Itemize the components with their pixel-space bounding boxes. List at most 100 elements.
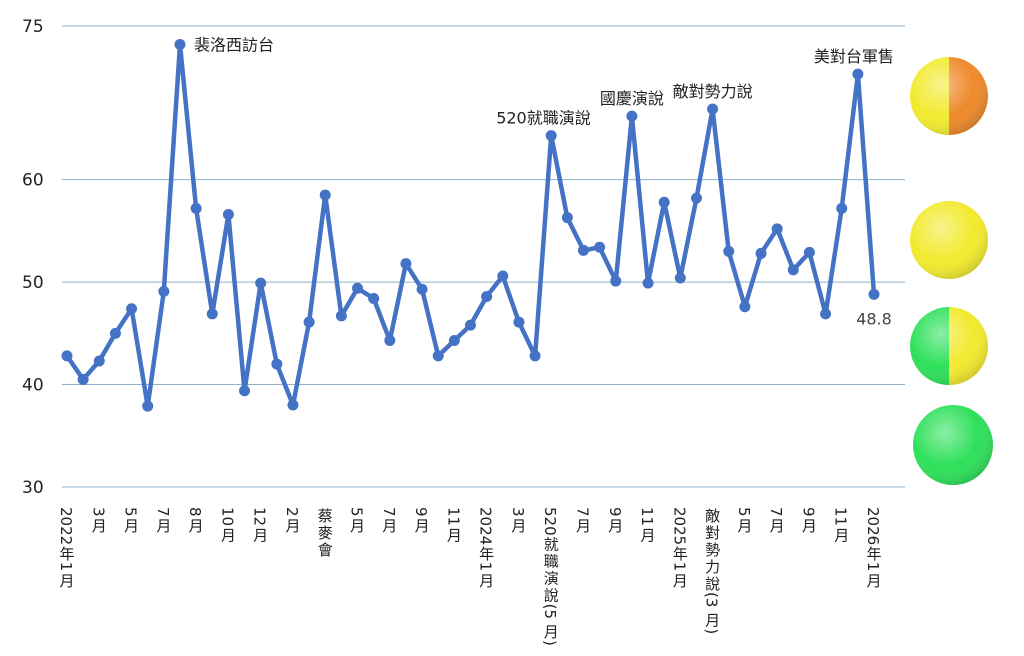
- data-point: [335, 310, 347, 322]
- data-point: [271, 358, 283, 370]
- x-tick-label: 5月: [122, 507, 140, 535]
- data-point: [158, 285, 170, 297]
- svg-text:7: 7: [380, 507, 398, 517]
- svg-text:年: 年: [866, 545, 881, 563]
- data-point: [594, 241, 606, 253]
- x-tick-label: 12月: [251, 507, 269, 544]
- status-circles: [910, 57, 993, 485]
- svg-text:說: 說: [544, 587, 559, 605]
- data-point: [255, 277, 267, 289]
- svg-text:月: 月: [802, 517, 817, 535]
- x-tick-label: 蔡麥會: [318, 507, 333, 559]
- data-point: [577, 244, 589, 256]
- series-points: [61, 38, 880, 412]
- data-point: [707, 103, 719, 115]
- svg-text:1: 1: [57, 562, 75, 572]
- svg-text:月: 月: [415, 517, 430, 535]
- svg-text:月: 月: [124, 517, 139, 535]
- x-tick-label: 9月: [606, 507, 624, 535]
- svg-text:(3: (3: [703, 592, 721, 607]
- svg-text:月: 月: [350, 517, 365, 535]
- x-tick-label: 5月: [348, 507, 366, 535]
- svg-text:11: 11: [638, 507, 656, 526]
- svg-text:月: 月: [511, 517, 526, 535]
- svg-text:2022: 2022: [57, 507, 75, 545]
- x-tick-label: 7月: [154, 507, 172, 535]
- series-line: [64, 42, 877, 409]
- data-point: [416, 283, 428, 295]
- y-tick-label: 50: [22, 273, 44, 293]
- x-tick-label: 9月: [412, 507, 430, 535]
- svg-text:月: 月: [447, 526, 462, 544]
- series-polyline: [64, 42, 877, 409]
- svg-text:5: 5: [122, 507, 140, 517]
- svg-text:月: 月: [221, 526, 236, 544]
- svg-text:敵: 敵: [705, 507, 720, 525]
- svg-text:蔡: 蔡: [318, 507, 333, 525]
- data-point: [174, 38, 186, 50]
- x-tick-label: 11月: [444, 507, 462, 544]
- status-circle-green-yellow: [910, 307, 988, 385]
- x-tick-label: 520就職演說(5 月): [541, 507, 559, 646]
- svg-text:5: 5: [735, 507, 753, 517]
- svg-text:11: 11: [832, 507, 850, 526]
- x-tick-label: 敵對勢力說(3 月): [703, 507, 721, 634]
- svg-text:11: 11: [444, 507, 462, 526]
- data-point: [303, 316, 315, 328]
- data-point: [803, 246, 815, 258]
- svg-text:月: 月: [59, 572, 74, 590]
- x-tick-label: 7月: [380, 507, 398, 535]
- svg-text:): ): [703, 628, 721, 634]
- annotation-label: 520就職演說: [496, 109, 591, 128]
- y-tick-label: 30: [22, 478, 44, 498]
- data-point: [352, 282, 364, 294]
- data-point: [287, 399, 299, 411]
- svg-text:2: 2: [283, 507, 301, 517]
- data-point: [771, 223, 783, 235]
- svg-text:月: 月: [866, 572, 881, 590]
- x-tick-label: 10月: [218, 507, 236, 544]
- svg-text:12: 12: [251, 507, 269, 526]
- svg-text:2025: 2025: [670, 507, 688, 545]
- svg-text:月: 月: [189, 517, 204, 535]
- x-tick-label: 3月: [89, 507, 107, 535]
- svg-text:10: 10: [218, 507, 236, 526]
- data-point: [626, 110, 638, 122]
- svg-text:月: 月: [285, 517, 300, 535]
- data-point: [852, 68, 864, 80]
- svg-text:月: 月: [382, 517, 397, 535]
- x-tick-label: 11月: [832, 507, 850, 544]
- svg-text:勢: 勢: [705, 541, 720, 559]
- data-point: [368, 293, 380, 305]
- status-circle-yellow: [910, 201, 988, 279]
- data-point: [448, 335, 460, 347]
- data-point: [400, 258, 412, 270]
- data-point: [868, 288, 880, 300]
- data-point: [545, 130, 557, 142]
- svg-text:月: 月: [576, 517, 591, 535]
- status-circle-yellow-orange: [910, 57, 988, 135]
- y-tick-label: 75: [22, 17, 44, 37]
- y-axis-ticks: 30 40 50 60 75: [22, 17, 44, 498]
- data-point: [513, 316, 525, 328]
- svg-text:7: 7: [573, 507, 591, 517]
- data-point: [610, 275, 622, 287]
- svg-text:年: 年: [59, 545, 74, 563]
- svg-text:說: 說: [705, 575, 720, 593]
- svg-text:520: 520: [541, 507, 559, 536]
- x-tick-label: 2月: [283, 507, 301, 535]
- data-point: [658, 196, 670, 208]
- svg-text:1: 1: [864, 562, 882, 572]
- svg-text:月: 月: [156, 517, 171, 535]
- svg-text:1: 1: [477, 562, 495, 572]
- svg-text:月: 月: [641, 526, 656, 544]
- x-tick-label: 8月: [186, 507, 204, 535]
- svg-text:對: 對: [705, 524, 720, 542]
- annotation-label: 敵對勢力說: [673, 82, 753, 101]
- svg-text:演: 演: [544, 570, 559, 588]
- x-tick-label: 11月: [638, 507, 656, 544]
- svg-text:3: 3: [509, 507, 527, 517]
- svg-text:9: 9: [606, 507, 624, 517]
